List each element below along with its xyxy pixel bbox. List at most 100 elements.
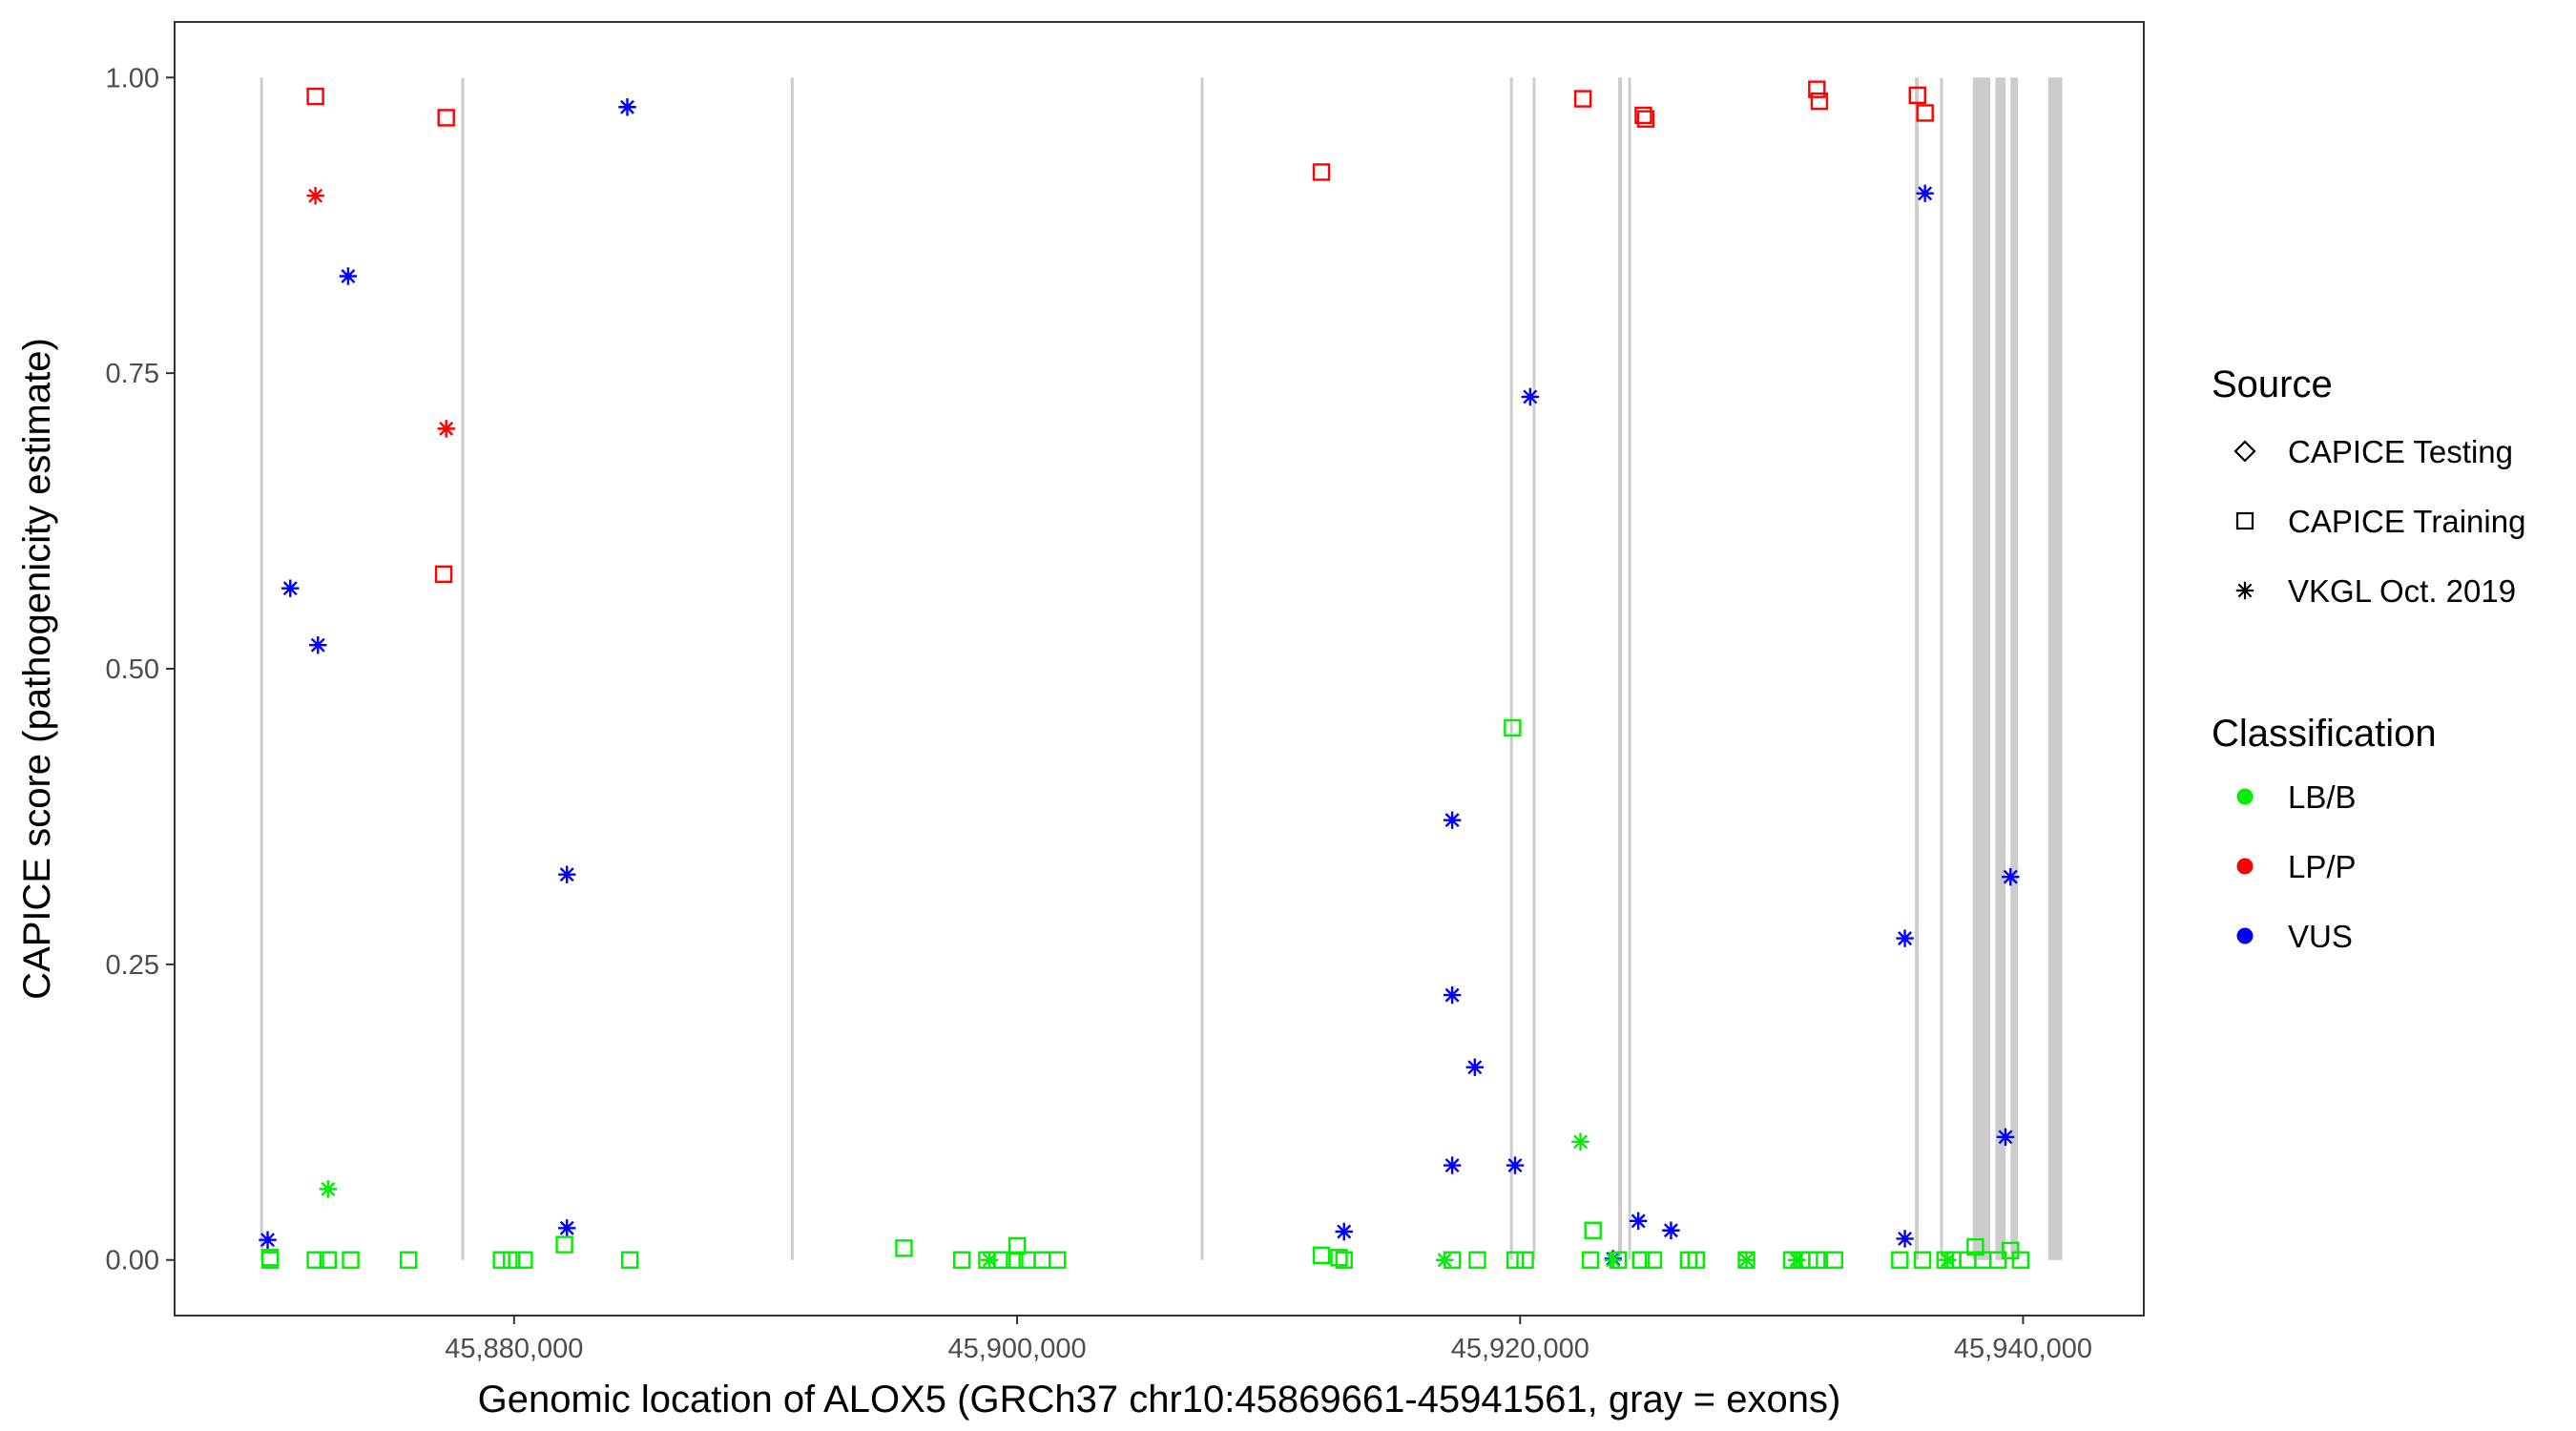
legend-key-dot xyxy=(2236,927,2254,944)
data-point xyxy=(1662,1221,1680,1239)
y-tick-label: 0.00 xyxy=(106,1246,159,1276)
x-tick-label: 45,940,000 xyxy=(1954,1334,2092,1364)
data-point xyxy=(1581,1251,1600,1269)
data-point xyxy=(555,1235,573,1254)
data-point xyxy=(1521,387,1540,406)
data-point xyxy=(1506,1156,1525,1174)
data-point xyxy=(515,1251,533,1269)
legend: Source CAPICE Testing CAPICE Training VKGL… xyxy=(2212,363,2525,954)
y-axis: 0.00 0.25 0.50 0.75 1.00 xyxy=(106,63,175,1276)
data-point xyxy=(503,1251,521,1269)
data-point xyxy=(1988,1251,2007,1269)
data-point xyxy=(1584,1221,1602,1239)
data-point xyxy=(1573,90,1592,108)
y-tick-label: 0.75 xyxy=(106,359,159,389)
data-point xyxy=(2002,1241,2020,1260)
legend-key-dot xyxy=(2236,788,2254,805)
data-point xyxy=(339,267,358,285)
data-point xyxy=(342,1251,360,1269)
data-point xyxy=(1504,718,1522,737)
data-point xyxy=(309,636,327,654)
data-point xyxy=(1939,1251,1957,1269)
y-tick-label: 1.00 xyxy=(106,63,159,93)
data-point xyxy=(1687,1251,1705,1269)
exon-band xyxy=(2047,77,2063,1260)
legend-classification-label: VUS xyxy=(2288,919,2353,954)
data-point xyxy=(1008,1236,1027,1255)
data-point xyxy=(1808,1251,1826,1269)
legend-source-label: VKGL Oct. 2019 xyxy=(2288,573,2516,609)
data-point xyxy=(1782,1251,1801,1269)
data-point xyxy=(437,109,455,127)
data-point xyxy=(1916,184,1934,202)
data-point xyxy=(259,1231,277,1249)
exon-band xyxy=(1532,77,1536,1260)
data-point xyxy=(306,187,324,205)
data-point xyxy=(895,1239,913,1257)
data-point xyxy=(1737,1251,1755,1269)
exon-band xyxy=(1915,77,1920,1260)
data-point xyxy=(558,865,576,883)
data-point xyxy=(1810,92,1829,111)
data-point xyxy=(1644,1251,1663,1269)
legend-key-square xyxy=(2235,511,2254,530)
data-point xyxy=(437,420,455,438)
data-point xyxy=(1609,1251,1628,1269)
data-point xyxy=(492,1251,510,1269)
data-point xyxy=(952,1251,971,1269)
data-point xyxy=(1896,929,1914,947)
exon-band xyxy=(790,77,794,1260)
exon-band xyxy=(260,77,263,1260)
legend-classification-title: Classification xyxy=(2212,713,2437,755)
data-point xyxy=(1996,1128,2015,1147)
data-point xyxy=(399,1251,418,1269)
x-tick-label: 45,880,000 xyxy=(445,1334,583,1364)
y-axis-title: CAPICE score (pathogenicity estimate) xyxy=(16,338,58,1000)
legend-classification-label: LP/P xyxy=(2288,849,2357,884)
legend-key-dot xyxy=(2236,858,2254,875)
legend-classification-items: LB/B LP/P VUS xyxy=(2236,779,2357,954)
data-point xyxy=(618,98,636,116)
data-point xyxy=(1506,1251,1525,1269)
data-point xyxy=(1312,163,1331,181)
data-point xyxy=(1049,1251,1067,1269)
data-point xyxy=(1634,106,1652,125)
data-point xyxy=(1330,1249,1348,1267)
data-point xyxy=(1571,1132,1589,1151)
data-point xyxy=(1891,1251,1909,1269)
data-point xyxy=(1468,1251,1486,1269)
data-points xyxy=(259,80,2030,1269)
x-tick-label: 45,900,000 xyxy=(947,1334,1086,1364)
data-point xyxy=(260,1251,280,1269)
data-point xyxy=(1335,1251,1353,1269)
data-point xyxy=(1443,811,1462,829)
data-point xyxy=(306,87,324,106)
exon-band xyxy=(2010,77,2019,1260)
exon-band xyxy=(1995,77,2006,1260)
exon-band xyxy=(1200,77,1204,1260)
data-point xyxy=(1629,1212,1648,1231)
legend-source-label: CAPICE Testing xyxy=(2288,434,2513,469)
y-tick-label: 0.50 xyxy=(106,654,159,685)
data-point xyxy=(1808,80,1826,98)
exon-band xyxy=(1628,77,1631,1260)
y-tick-label: 0.25 xyxy=(106,950,159,981)
data-point xyxy=(1916,104,1934,122)
data-point xyxy=(2002,867,2020,886)
legend-source-label: CAPICE Training xyxy=(2288,504,2525,539)
exon-band xyxy=(461,77,465,1260)
data-point xyxy=(1443,985,1462,1005)
exon-band xyxy=(1940,77,1943,1260)
x-axis-title: Genomic location of ALOX5 (GRCh37 chr10:… xyxy=(478,1379,1841,1421)
data-point xyxy=(306,1251,324,1269)
data-point xyxy=(319,1251,337,1269)
data-point xyxy=(1335,1222,1353,1241)
data-point xyxy=(1825,1251,1843,1269)
panel-background xyxy=(175,22,2144,1316)
data-point xyxy=(1312,1246,1331,1264)
data-point xyxy=(1908,86,1926,105)
x-axis: 45,880,000 45,900,000 45,920,000 45,940,000 xyxy=(445,1316,2092,1364)
legend-source-items: CAPICE Testing CAPICE Training VKGL Oct. 2… xyxy=(2233,434,2525,609)
data-point xyxy=(558,1219,576,1237)
